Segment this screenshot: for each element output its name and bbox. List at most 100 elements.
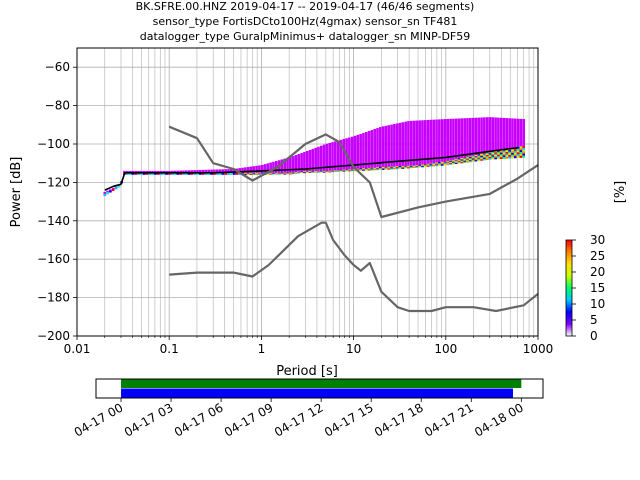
y-axis-ticks: −60 −80 −100 −120 −140 −160 −180 −200 [37,60,77,343]
density-cell-hot [291,172,295,174]
density-cell-hot [519,148,523,151]
density-cell-hot [373,167,376,169]
density-cell-hot [513,156,517,159]
density-cell [483,117,486,161]
density-cell-hot [452,160,455,162]
density-cell-hot [359,169,362,171]
density-cell [336,140,340,172]
density-cell-hot [440,161,444,164]
density-cell-hot [511,156,514,159]
density-cell-hot [463,160,466,163]
density-cell-hot [319,171,323,173]
timeline-tick-label: 04-17 00 [72,400,126,439]
density-cell-hot [187,172,191,175]
density-cell-hot [505,153,509,156]
density-cell [384,125,388,170]
density-cell [519,118,523,158]
density-cell [494,117,497,160]
density-cell-hot [272,173,275,175]
density-cell-hot [494,156,497,158]
density-cell-hot [505,156,509,159]
density-cell [308,149,312,173]
density-cell-hot [300,172,303,174]
density-cell-hot [463,158,466,160]
density-cell-hot [328,171,332,172]
density-cell-hot [457,162,461,164]
density-cell-hot [314,170,317,172]
density-cell-hot [334,170,337,172]
density-cell-hot [334,170,337,172]
density-cell-hot [491,156,495,159]
density-cell-hot [367,169,371,171]
density-cell-hot [348,169,351,171]
density-cell-hot [519,150,523,153]
density-cell-hot [412,166,416,168]
density-cell-hot [508,154,511,157]
density-cell [356,134,360,171]
density-cell-hot [468,159,472,161]
density-cell-hot [505,155,509,158]
density-cell-hot [426,164,430,166]
density-cell [367,130,371,171]
density-cell-hot [322,171,326,173]
density-cell [457,118,461,164]
density-cell [260,164,264,175]
density-cell-hot [471,156,475,158]
density-cell-hot [336,170,340,172]
title-line-1: BK.SFRE.00.HNZ 2019-04-17 -- 2019-04-17 … [136,0,475,13]
density-cell [258,165,261,175]
density-cell-hot [401,166,405,168]
density-cell [443,119,447,166]
density-cell [353,135,357,171]
density-cell-hot [114,187,118,190]
density-cell-hot [463,157,466,159]
density-cell-hot [513,150,517,153]
timeline-tick-label: 04-17 09 [222,400,276,439]
density-cell [418,120,421,168]
density-cell-hot [457,160,461,162]
density-cell-hot [474,155,478,157]
density-cell-hot [151,172,154,175]
density-cell-hot [485,153,489,156]
density-cell-hot [370,167,374,169]
density-cell-hot [294,171,298,173]
density-cell-hot [334,171,337,173]
density-cell-hot [454,162,458,165]
density-cell [499,117,503,159]
density-cell-hot [345,170,348,171]
density-cell-hot [370,169,374,171]
density-cell-hot [303,172,306,174]
x-tick-label: 1000 [523,342,554,356]
density-cell [421,120,424,167]
density-cell [440,119,444,166]
density-cell-hot [232,172,236,175]
density-cell-hot [468,157,472,159]
density-cell [522,119,526,158]
density-cell-hot [460,157,464,160]
density-cell-hot [314,171,317,173]
density-cell-hot [457,159,461,161]
density-cell-hot [491,157,495,160]
x-tick-label: 10 [346,342,361,356]
density-cell-hot [409,165,413,167]
density-cell-hot [435,162,438,164]
colorbar-tick-label: 25 [590,249,605,263]
density-cell-hot [131,172,135,175]
density-cell-hot [438,162,441,164]
density-cell [350,136,354,171]
density-cell-hot [353,169,357,171]
colorbar-tick-label: 10 [590,297,605,311]
density-cell-hot [443,162,447,165]
density-cell-hot [224,172,227,175]
density-cell [348,137,351,172]
density-cell-hot [443,163,447,166]
density-cell-hot [229,172,233,175]
density-cell-hot [398,167,402,170]
density-cell-hot [457,161,461,163]
density-cell-hot [305,171,309,173]
density-cell-hot [418,165,421,167]
density-cell-hot [249,172,253,174]
density-cell-hot [252,174,256,176]
